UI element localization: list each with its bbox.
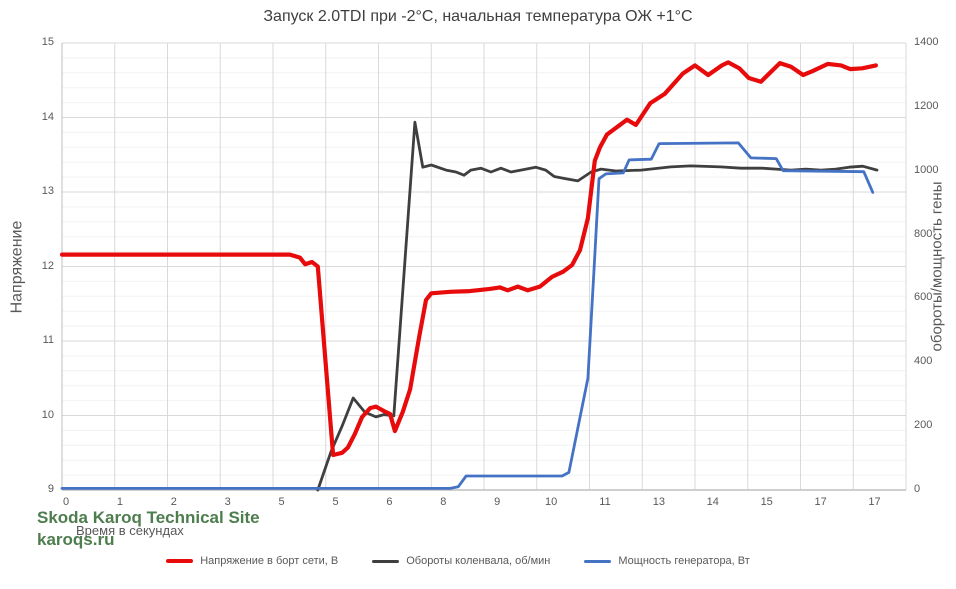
- legend-label-voltage: Напряжение в борт сети, В: [200, 555, 339, 567]
- x-axis-title: Время в секундах: [76, 523, 184, 538]
- y-right-tick-1200: 1200: [914, 99, 939, 112]
- watermark: Skoda Karoq Technical Site karoqs.ru: [37, 507, 260, 551]
- series-line-power: [60, 141, 875, 490]
- legend-swatch-voltage: [166, 559, 194, 563]
- x-tick-15: 17: [868, 496, 881, 508]
- legend-item-rpm: Обороты коленвала, об/мин: [372, 555, 550, 567]
- series-line-voltage: [59, 60, 878, 458]
- x-tick-14: 17: [814, 496, 827, 508]
- x-tick-4: 5: [278, 496, 285, 508]
- y-right-tick-200: 200: [914, 419, 933, 432]
- y-left-tick-15: 15: [41, 36, 54, 48]
- watermark-site-name: Skoda Karoq Technical Site: [37, 508, 260, 527]
- x-tick-3: 3: [224, 496, 231, 508]
- x-tick-1: 1: [116, 496, 123, 508]
- watermark-url: karoqs.ru: [37, 530, 115, 549]
- x-tick-0: 0: [62, 496, 70, 508]
- x-tick-10: 11: [599, 496, 611, 508]
- y-right-tick-600: 600: [914, 291, 933, 304]
- legend-label-rpm: Обороты коленвала, об/мин: [406, 555, 551, 567]
- x-tick-11: 13: [652, 496, 666, 508]
- y-left-tick-11: 11: [42, 334, 54, 346]
- x-tick-9: 10: [544, 496, 558, 508]
- y-right-tick-400: 400: [914, 355, 933, 368]
- y-right-axis-title-text: обороты/мощность гены: [928, 181, 946, 352]
- chart-title: Запуск 2.0TDI при -2°C, начальная темпер…: [263, 8, 693, 25]
- x-tick-6: 6: [386, 496, 393, 508]
- legend: Напряжение в борт сети, В Обороты коленва…: [0, 555, 916, 567]
- y-left-tick-9: 9: [47, 483, 54, 495]
- x-tick-7: 8: [440, 496, 447, 508]
- y-right-tick-800: 800: [914, 227, 933, 240]
- x-tick-13: 15: [760, 496, 773, 508]
- x-tick-8: 9: [494, 496, 501, 508]
- y-right-tick-1000: 1000: [914, 163, 939, 176]
- legend-item-power: Мощность генератора, Вт: [584, 555, 750, 567]
- y-right-tick-1400: 1400: [914, 36, 939, 48]
- legend-swatch-rpm: [372, 559, 400, 563]
- y-left-tick-13: 13: [41, 185, 54, 197]
- legend-item-voltage: Напряжение в борт сети, В: [166, 555, 338, 567]
- y-left-tick-14: 14: [41, 110, 54, 123]
- y-left-tick-12: 12: [41, 259, 54, 272]
- y-right-tick-0: 0: [914, 483, 921, 495]
- legend-label-power: Мощность генератора, Вт: [618, 555, 750, 567]
- x-tick-2: 2: [170, 496, 177, 508]
- x-tick-5: 5: [332, 496, 339, 508]
- legend-swatch-power: [584, 559, 612, 563]
- y-left-tick-10: 10: [41, 408, 54, 421]
- x-tick-12: 14: [706, 496, 719, 508]
